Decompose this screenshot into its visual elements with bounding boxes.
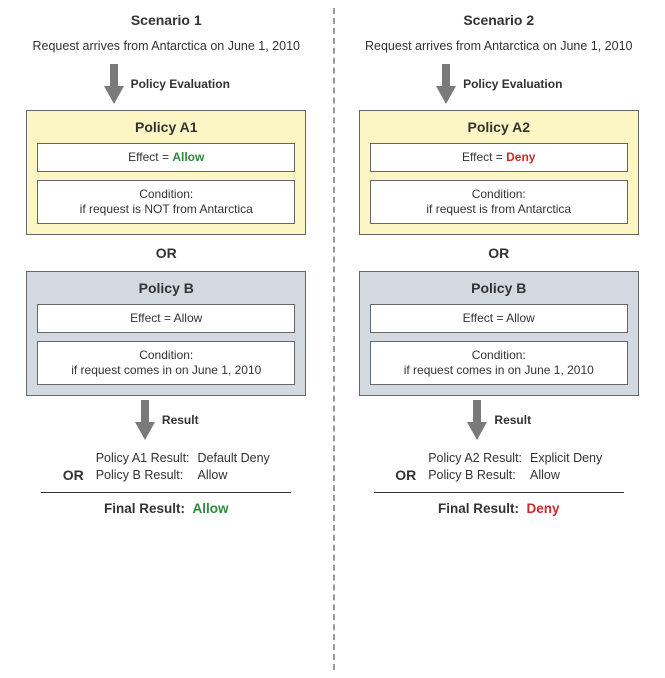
result-value: Explicit Deny <box>526 450 606 466</box>
arrow-label: Result <box>494 413 531 427</box>
table-row: OR Policy B Result: Allow <box>59 466 274 484</box>
result-value: Default Deny <box>194 450 274 466</box>
scenario-2-title: Scenario 2 <box>463 12 534 28</box>
arrow-down-icon <box>435 64 457 104</box>
effect-prefix: Effect = <box>130 311 173 325</box>
table-row: Policy A2 Result: Explicit Deny <box>391 450 606 466</box>
policy-b1-box: Policy B Effect = Allow Condition: if re… <box>26 271 306 396</box>
or-label-2: OR <box>488 245 509 261</box>
arrow-label: Policy Evaluation <box>131 77 230 91</box>
final-label: Final Result: <box>438 501 519 516</box>
policy-b2-box: Policy B Effect = Allow Condition: if re… <box>359 271 639 396</box>
or-label-1: OR <box>156 245 177 261</box>
scenario-2-arrow-1: Policy Evaluation <box>435 64 562 104</box>
scenario-1-request: Request arrives from Antarctica on June … <box>32 38 300 54</box>
effect-value: Deny <box>506 150 535 164</box>
scenario-1-arrow-2: Result <box>134 400 199 440</box>
or-cell: OR <box>59 466 92 484</box>
result-value: Allow <box>526 466 606 484</box>
results-divider <box>374 492 624 493</box>
arrow-down-icon <box>103 64 125 104</box>
scenario-2-column: Scenario 2 Request arrives from Antarcti… <box>333 0 665 678</box>
table-row: Policy A1 Result: Default Deny <box>59 450 274 466</box>
effect-value: Allow <box>174 311 203 325</box>
arrow-down-icon <box>134 400 156 440</box>
result-label: Policy A2 Result: <box>424 450 526 466</box>
arrow-down-icon <box>466 400 488 440</box>
scenario-2-request: Request arrives from Antarctica on June … <box>365 38 633 54</box>
policy-b1-condition: Condition: if request comes in on June 1… <box>37 341 295 385</box>
table-row: OR Policy B Result: Allow <box>391 466 606 484</box>
effect-prefix: Effect = <box>463 311 506 325</box>
result-label: Policy B Result: <box>92 466 194 484</box>
arrow-label: Policy Evaluation <box>463 77 562 91</box>
final-value: Allow <box>193 501 229 516</box>
policy-a2-title: Policy A2 <box>370 119 628 135</box>
final-label: Final Result: <box>104 501 185 516</box>
policy-a2-condition: Condition: if request is from Antarctica <box>370 180 628 224</box>
scenario-1-arrow-1: Policy Evaluation <box>103 64 230 104</box>
effect-value: Allow <box>506 311 535 325</box>
policy-a2-effect: Effect = Deny <box>370 143 628 172</box>
scenario-1-title: Scenario 1 <box>131 12 202 28</box>
effect-prefix: Effect = <box>128 150 172 164</box>
result-label: Policy A1 Result: <box>92 450 194 466</box>
scenario-1-results: Policy A1 Result: Default Deny OR Policy… <box>26 450 306 516</box>
final-result-line: Final Result: Deny <box>359 501 639 516</box>
policy-b2-title: Policy B <box>370 280 628 296</box>
policy-a2-box: Policy A2 Effect = Deny Condition: if re… <box>359 110 639 235</box>
results-divider <box>41 492 291 493</box>
policy-a1-title: Policy A1 <box>37 119 295 135</box>
policy-a1-condition: Condition: if request is NOT from Antarc… <box>37 180 295 224</box>
policy-a1-effect: Effect = Allow <box>37 143 295 172</box>
policy-b2-condition: Condition: if request comes in on June 1… <box>370 341 628 385</box>
vertical-divider <box>333 8 335 670</box>
results-table: Policy A2 Result: Explicit Deny OR Polic… <box>391 450 606 484</box>
policy-a1-box: Policy A1 Effect = Allow Condition: if r… <box>26 110 306 235</box>
result-label: Policy B Result: <box>424 466 526 484</box>
scenario-2-arrow-2: Result <box>466 400 531 440</box>
scenario-1-column: Scenario 1 Request arrives from Antarcti… <box>0 0 333 678</box>
arrow-label: Result <box>162 413 199 427</box>
final-result-line: Final Result: Allow <box>26 501 306 516</box>
effect-prefix: Effect = <box>462 150 506 164</box>
policy-b2-effect: Effect = Allow <box>370 304 628 333</box>
diagram-container: Scenario 1 Request arrives from Antarcti… <box>0 0 665 678</box>
results-table: Policy A1 Result: Default Deny OR Policy… <box>59 450 274 484</box>
policy-b1-title: Policy B <box>37 280 295 296</box>
or-cell: OR <box>391 466 424 484</box>
scenario-2-results: Policy A2 Result: Explicit Deny OR Polic… <box>359 450 639 516</box>
policy-b1-effect: Effect = Allow <box>37 304 295 333</box>
final-value: Deny <box>527 501 560 516</box>
effect-value: Allow <box>172 150 204 164</box>
result-value: Allow <box>194 466 274 484</box>
